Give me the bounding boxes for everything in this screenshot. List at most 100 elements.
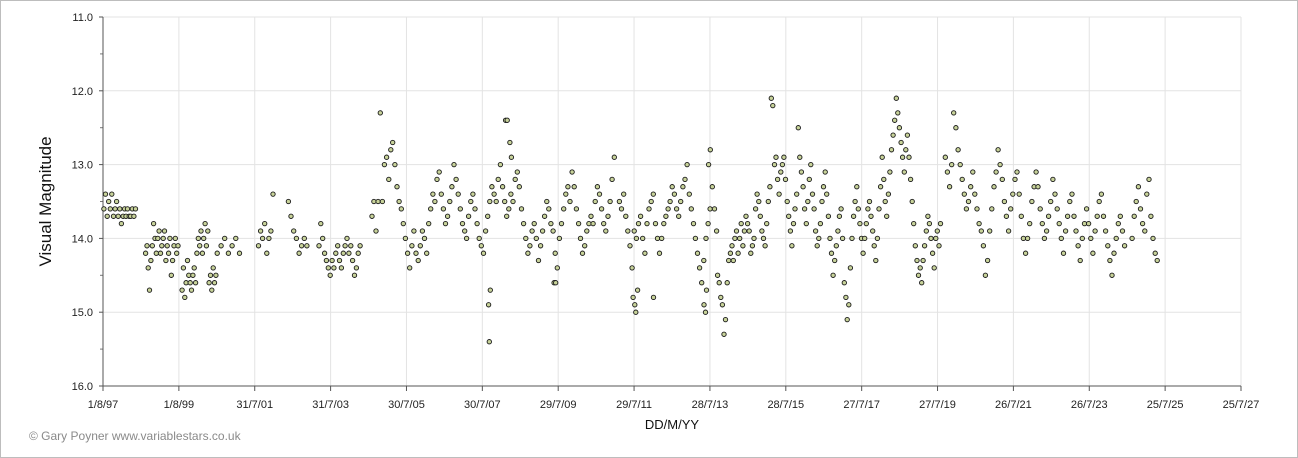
data-point: [213, 272, 219, 278]
data-point: [459, 220, 466, 227]
data-point: [879, 154, 885, 160]
data-point: [870, 228, 876, 234]
data-point: [955, 147, 961, 153]
data-point: [746, 228, 752, 234]
data-point: [508, 191, 514, 197]
data-point: [421, 235, 428, 242]
data-point: [106, 198, 112, 205]
data-point: [344, 235, 350, 242]
data-point: [830, 272, 836, 278]
data-point: [187, 280, 193, 286]
data-point: [621, 191, 627, 197]
data-point: [740, 243, 746, 249]
data-point: [1035, 184, 1041, 190]
data-point: [808, 161, 814, 168]
data-point: [190, 272, 196, 278]
data-point: [379, 198, 386, 205]
data-point: [1094, 213, 1100, 219]
data-point: [353, 265, 360, 271]
data-point: [800, 184, 806, 190]
data-point: [194, 250, 200, 256]
data-point: [455, 191, 461, 197]
data-point: [504, 213, 510, 219]
data-point: [1135, 184, 1142, 190]
data-point: [575, 220, 582, 227]
data-point: [678, 198, 684, 205]
data-point: [696, 265, 703, 271]
data-point: [527, 243, 533, 249]
copyright-notice: © Gary Poyner www.variablestars.co.uk: [29, 429, 241, 443]
data-point: [409, 243, 415, 249]
data-point: [976, 220, 982, 227]
data-point: [148, 257, 154, 264]
data-point: [661, 220, 667, 227]
data-point: [285, 198, 292, 205]
data-point: [179, 287, 185, 293]
data-point: [809, 191, 816, 197]
data-point: [965, 198, 972, 205]
data-point: [752, 206, 759, 212]
data-point: [701, 302, 707, 308]
data-point: [1139, 220, 1146, 227]
data-point: [349, 257, 356, 264]
data-point: [832, 257, 838, 264]
data-point: [782, 176, 789, 183]
data-point: [434, 176, 440, 183]
data-point: [703, 287, 710, 293]
data-point: [634, 287, 641, 293]
data-point: [1115, 220, 1121, 227]
data-point: [453, 176, 459, 183]
data-point: [304, 243, 310, 249]
data-point: [291, 228, 297, 234]
data-point: [690, 220, 697, 227]
data-point: [485, 302, 492, 308]
data-point: [1119, 228, 1126, 234]
data-point: [463, 235, 470, 242]
data-point: [616, 198, 623, 205]
data-point: [1107, 257, 1113, 264]
data-point: [577, 235, 584, 242]
data-point: [419, 228, 426, 234]
data-point: [426, 220, 432, 227]
data-point: [794, 191, 800, 197]
data-point: [721, 331, 727, 337]
x-tick-label: 28/7/15: [767, 399, 804, 411]
data-point: [375, 198, 381, 205]
data-point: [1060, 250, 1067, 256]
data-point: [811, 206, 817, 212]
data-point: [963, 206, 970, 212]
data-point: [671, 191, 678, 197]
data-point: [920, 257, 926, 264]
data-point: [868, 213, 874, 219]
data-point: [942, 154, 948, 160]
data-point: [982, 272, 989, 278]
data-point: [682, 176, 688, 183]
data-point: [609, 176, 615, 183]
data-point: [548, 220, 554, 227]
data-point: [709, 184, 715, 190]
data-point: [596, 191, 603, 197]
data-point: [268, 228, 274, 234]
data-point: [1010, 191, 1016, 197]
data-point: [882, 198, 888, 205]
data-point: [756, 198, 762, 205]
data-point: [865, 206, 871, 212]
data-point: [984, 257, 991, 264]
data-point: [468, 198, 474, 205]
data-point: [211, 280, 218, 286]
data-point: [839, 235, 846, 242]
data-point: [402, 235, 409, 242]
data-point: [888, 147, 895, 153]
data-point: [348, 243, 354, 249]
x-axis-title: DD/M/YY: [645, 417, 700, 432]
data-point: [972, 191, 978, 197]
data-point: [849, 235, 855, 242]
data-point: [914, 257, 920, 264]
data-point: [514, 169, 520, 175]
data-point: [934, 228, 940, 234]
data-point: [1142, 228, 1148, 234]
data-point: [262, 220, 268, 227]
data-point: [771, 161, 778, 168]
data-point: [1045, 213, 1052, 219]
data-point: [896, 125, 903, 131]
